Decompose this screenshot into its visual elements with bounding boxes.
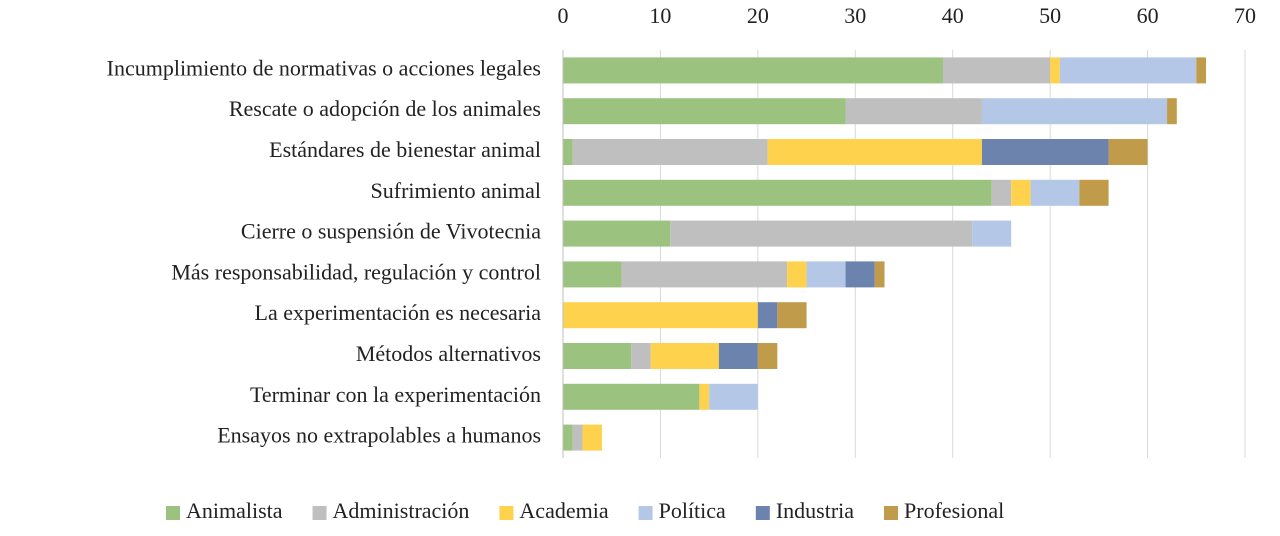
- legend-label: Animalista: [186, 498, 283, 523]
- bar-segment: [563, 383, 700, 410]
- bar-segment: [572, 424, 583, 451]
- y-tick-label: Más responsabilidad, regulación y contro…: [171, 259, 541, 284]
- bar-segment: [631, 343, 651, 369]
- y-tick-label: Ensayos no extrapolables a humanos: [217, 423, 541, 448]
- legend-swatch: [166, 506, 180, 520]
- bar-segment: [981, 139, 1109, 165]
- bar-segment: [563, 57, 943, 84]
- bar-segment: [806, 261, 846, 288]
- bar-segment: [787, 261, 807, 288]
- y-tick-label: Incumplimiento de normativas o acciones …: [107, 55, 541, 80]
- bar-segment: [1059, 57, 1197, 84]
- y-tick-label: Métodos alternativos: [356, 341, 541, 366]
- bar-segment: [1079, 179, 1109, 206]
- bar-segment: [709, 383, 758, 410]
- legend-swatch: [638, 506, 653, 520]
- bar-segment: [845, 98, 982, 125]
- bar-segment: [1108, 139, 1148, 165]
- bar-segment: [942, 57, 1051, 84]
- bar-segment: [582, 424, 602, 451]
- bar-segment: [718, 343, 758, 369]
- bar-segment: [757, 302, 778, 329]
- bar-segment: [1050, 57, 1060, 84]
- bar-segment: [563, 139, 573, 165]
- bar-segment: [767, 139, 982, 165]
- bar-segment: [563, 302, 758, 329]
- bar-segment: [650, 343, 719, 369]
- bar-segment: [563, 424, 573, 451]
- bar-segment: [563, 98, 846, 125]
- x-tick-label: 60: [1137, 3, 1159, 28]
- bar-segment: [777, 302, 807, 329]
- bar-segment: [563, 179, 992, 206]
- legend-swatch: [499, 506, 514, 520]
- bar-segment: [621, 261, 788, 288]
- bar-segment: [563, 220, 671, 247]
- x-tick-label: 10: [649, 3, 671, 28]
- bar-segment: [572, 139, 768, 165]
- legend-swatch: [312, 506, 327, 520]
- y-tick-label: Estándares de bienestar animal: [269, 137, 541, 162]
- y-tick-label: Terminar con la experimentación: [250, 382, 541, 407]
- legend-label: Política: [659, 498, 726, 523]
- y-tick-label: Sufrimiento animal: [371, 178, 541, 203]
- x-tick-label: 30: [844, 3, 866, 28]
- bar-segment: [991, 179, 1012, 206]
- bar-segment: [1167, 98, 1177, 125]
- x-tick-label: 20: [747, 3, 769, 28]
- bar-segment: [874, 261, 885, 288]
- legend-swatch: [884, 506, 899, 520]
- bar-segment: [972, 220, 1012, 247]
- bar-segment: [981, 98, 1168, 125]
- bar-segment: [845, 261, 875, 288]
- bar-segment: [1030, 179, 1080, 206]
- y-tick-label: Cierre o suspensión de Vivotecnia: [241, 219, 541, 244]
- bar-segment: [757, 343, 778, 369]
- x-tick-label: 0: [558, 3, 569, 28]
- bar-segment: [1011, 179, 1031, 206]
- bar-segment: [670, 220, 973, 247]
- bar-segment: [1196, 57, 1207, 84]
- legend-swatch: [755, 506, 770, 520]
- legend-label: Administración: [333, 498, 470, 523]
- x-tick-label: 50: [1039, 3, 1061, 28]
- y-tick-label: La experimentación es necesaria: [255, 300, 542, 325]
- legend-label: Academia: [519, 498, 608, 523]
- legend-label: Industria: [776, 498, 854, 523]
- x-tick-label: 70: [1234, 3, 1256, 28]
- legend-label: Profesional: [904, 498, 1004, 523]
- bar-segment: [699, 383, 710, 410]
- bar-segment: [563, 261, 622, 288]
- y-tick-label: Rescate o adopción de los animales: [229, 96, 541, 121]
- bar-segment: [563, 343, 632, 369]
- x-tick-label: 40: [942, 3, 964, 28]
